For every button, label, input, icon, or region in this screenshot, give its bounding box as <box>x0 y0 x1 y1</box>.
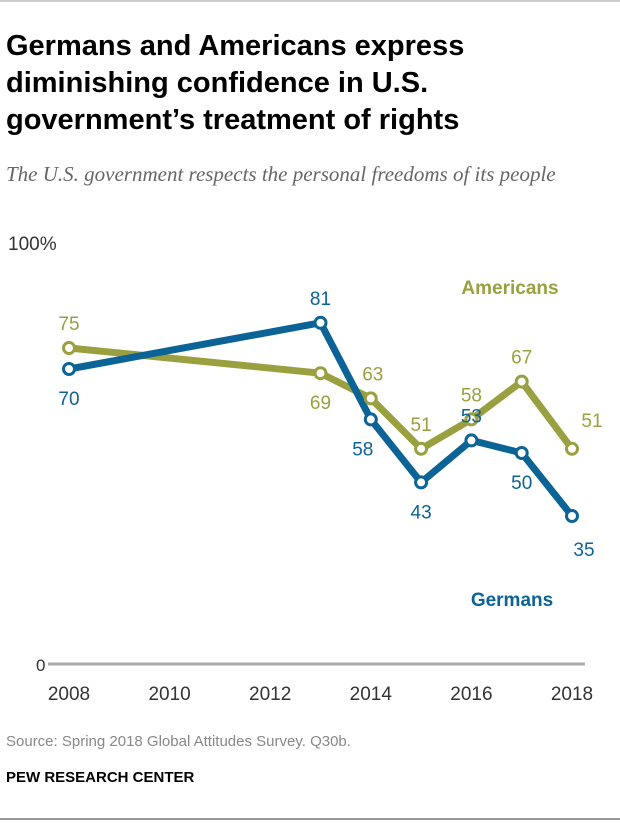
top-rule <box>0 0 620 2</box>
chart-subtitle: The U.S. government respects the persona… <box>6 162 556 186</box>
data-point <box>62 362 76 376</box>
data-label: 58 <box>352 439 373 460</box>
x-tick-label: 2012 <box>249 684 291 705</box>
data-point <box>414 475 429 490</box>
source-note: Source: Spring 2018 Global Attitudes Sur… <box>6 733 351 750</box>
data-label: 50 <box>511 473 532 494</box>
y-tick-label: 0 <box>36 656 45 675</box>
data-label: 58 <box>461 385 482 406</box>
bottom-rule <box>0 818 620 820</box>
legend-label-germans: Germans <box>471 590 553 611</box>
x-tick-label: 2018 <box>551 684 593 705</box>
data-point <box>565 509 579 523</box>
data-point <box>514 374 529 389</box>
data-label: 70 <box>58 389 79 410</box>
data-label: 53 <box>461 406 482 427</box>
data-label: 51 <box>411 415 432 436</box>
data-label: 67 <box>511 348 532 369</box>
data-label: 51 <box>581 411 602 432</box>
data-point <box>62 341 76 355</box>
data-label: 35 <box>573 540 594 561</box>
data-point <box>464 412 479 427</box>
x-tick-label: 2008 <box>48 684 90 705</box>
data-point <box>414 441 429 456</box>
data-point <box>514 446 529 460</box>
data-point <box>565 441 579 456</box>
chart-title: Germans and Americans express diminishin… <box>6 30 465 136</box>
data-point <box>363 412 378 427</box>
brand-label: PEW RESEARCH CENTER <box>6 769 195 786</box>
data-point <box>313 315 328 330</box>
data-point <box>464 433 479 448</box>
data-label: 75 <box>58 314 79 335</box>
x-tick-label: 2010 <box>148 684 190 705</box>
data-label: 63 <box>362 364 383 385</box>
data-point <box>363 391 378 406</box>
line-chart: 2008 2010 2012 2014 2016 2018 0 100% 75 69 63 51 58 6… <box>8 234 603 705</box>
data-label: 43 <box>411 502 432 523</box>
x-tick-label: 2016 <box>450 684 492 705</box>
data-label: 69 <box>310 393 331 414</box>
x-tick-label: 2014 <box>350 684 393 705</box>
legend-label-americans: Americans <box>461 278 558 299</box>
y-tick-label: 100% <box>8 234 57 255</box>
data-label: 81 <box>310 289 331 310</box>
data-point <box>313 366 328 381</box>
series-line-germans <box>68 319 575 519</box>
